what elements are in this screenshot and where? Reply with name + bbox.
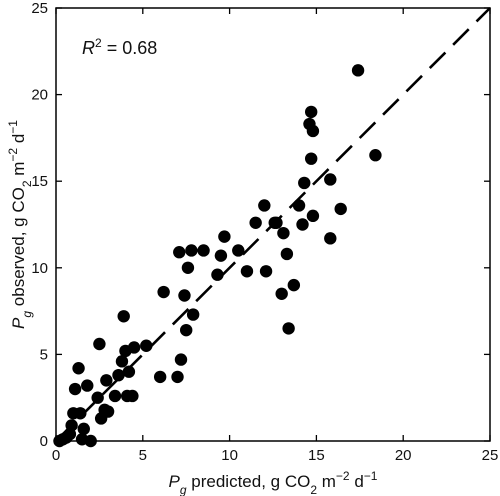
data-point xyxy=(296,218,309,231)
annotation-var: R xyxy=(82,38,95,58)
x-axis-text: predicted, g CO xyxy=(187,472,311,491)
data-point xyxy=(181,261,195,274)
data-point xyxy=(351,64,365,77)
x-axis-var: P xyxy=(169,472,181,491)
data-point xyxy=(232,244,245,257)
annotation-sup: 2 xyxy=(95,36,102,50)
x-tick-label: 25 xyxy=(482,447,499,464)
data-point xyxy=(214,249,228,262)
labels: R2 = 0.68 Pg predicted, g CO2 m−2 d−1 Pg… xyxy=(6,36,378,496)
data-point xyxy=(77,422,90,436)
x-axis-sup2: −1 xyxy=(364,469,378,483)
data-point xyxy=(211,268,224,281)
x-tick-label: 0 xyxy=(52,447,60,464)
data-point xyxy=(122,365,136,378)
data-point xyxy=(197,244,210,257)
data-point xyxy=(280,247,294,261)
x-tick-label: 10 xyxy=(221,447,238,464)
data-point xyxy=(304,105,318,119)
y-axis-var: P xyxy=(9,317,28,329)
y-tick-label: 5 xyxy=(40,346,48,363)
x-axis-sub2: 2 xyxy=(310,483,317,496)
data-point xyxy=(101,405,115,418)
x-tick-label: 20 xyxy=(395,447,412,464)
data-point xyxy=(275,287,288,300)
plot-frame xyxy=(55,7,491,442)
data-point xyxy=(218,230,231,243)
x-axis-sup: −2 xyxy=(336,469,350,483)
data-point xyxy=(173,246,186,259)
data-point xyxy=(186,308,200,321)
data-points xyxy=(53,64,382,448)
data-point xyxy=(249,216,262,229)
y-axis-unit2: d xyxy=(9,134,28,148)
data-point xyxy=(292,199,306,212)
data-point xyxy=(126,389,139,403)
data-point xyxy=(304,152,318,165)
y-axis-sub: g xyxy=(20,311,34,318)
x-axis-sub: g xyxy=(180,483,187,496)
data-point xyxy=(174,353,188,366)
data-point xyxy=(259,265,273,278)
axes: 0 5 10 15 20 25 0 5 10 15 20 25 xyxy=(31,0,498,464)
data-point xyxy=(240,265,254,278)
data-point xyxy=(112,368,125,382)
data-point xyxy=(127,341,141,354)
data-point xyxy=(81,379,94,392)
data-point xyxy=(324,173,337,186)
data-point xyxy=(298,176,311,190)
data-point xyxy=(369,149,382,162)
y-axis-sup2: −1 xyxy=(6,120,20,134)
x-axis-unit2: d xyxy=(350,472,364,491)
r-squared-annotation: R2 = 0.68 xyxy=(82,36,157,58)
data-point xyxy=(91,391,104,404)
y-axis-sub2: 2 xyxy=(20,180,34,187)
data-point xyxy=(153,370,167,384)
y-tick-label: 0 xyxy=(40,433,48,450)
y-axis-unit: m xyxy=(9,162,28,181)
data-point xyxy=(287,278,301,292)
data-point xyxy=(277,226,290,240)
y-tick-label: 25 xyxy=(31,0,48,17)
data-point xyxy=(93,337,106,351)
data-point xyxy=(306,209,320,223)
y-tick-label: 10 xyxy=(31,260,48,277)
data-point xyxy=(334,202,347,216)
data-point xyxy=(117,310,130,323)
data-point xyxy=(65,419,78,432)
data-point xyxy=(282,322,295,335)
y-tick-label: 15 xyxy=(31,173,48,190)
x-tick-label: 5 xyxy=(139,447,147,464)
y-axis-sup: −2 xyxy=(6,148,20,162)
data-point xyxy=(180,323,193,337)
y-axis-text: observed, g CO xyxy=(9,187,28,311)
data-point xyxy=(84,434,97,448)
data-point xyxy=(258,199,271,212)
data-point xyxy=(171,370,184,384)
annotation-text: = 0.68 xyxy=(102,38,158,58)
data-point xyxy=(74,407,87,420)
data-point xyxy=(324,232,337,245)
data-point xyxy=(108,389,122,403)
data-point xyxy=(178,289,191,302)
x-tick-label: 15 xyxy=(308,447,325,464)
data-point xyxy=(100,374,113,387)
data-point xyxy=(72,362,85,375)
data-point xyxy=(270,216,283,229)
data-point xyxy=(157,285,170,299)
data-point xyxy=(140,339,153,352)
y-tick-label: 20 xyxy=(31,87,48,104)
data-point xyxy=(306,124,320,138)
y-axis-title: Pg observed, g CO2 m−2 d−1 xyxy=(6,120,34,329)
data-point xyxy=(115,355,129,368)
data-point xyxy=(185,244,198,257)
x-axis-unit: m xyxy=(317,472,336,491)
data-point xyxy=(68,382,82,396)
x-axis-title: Pg predicted, g CO2 m−2 d−1 xyxy=(169,469,378,496)
